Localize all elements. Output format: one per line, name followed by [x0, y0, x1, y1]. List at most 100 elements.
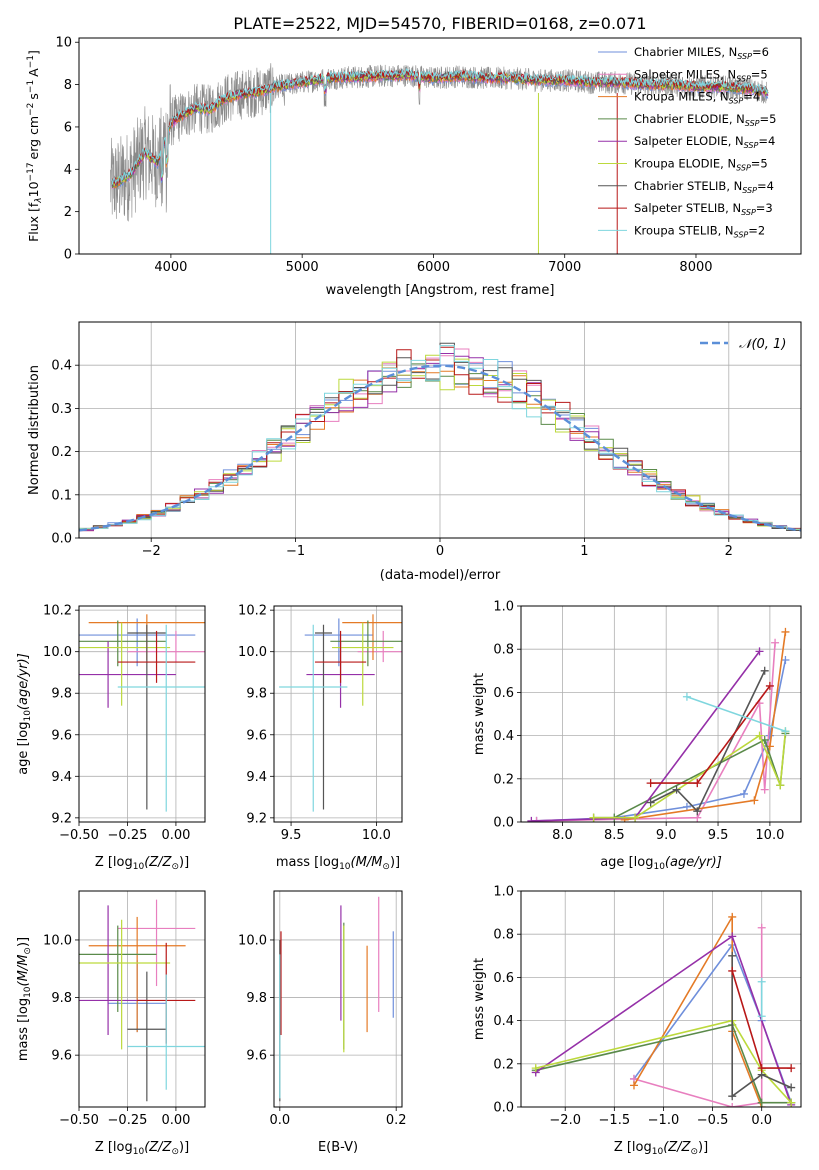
- x-tick-label: 2: [725, 544, 733, 559]
- x-tick-label: −2.0: [549, 1113, 581, 1128]
- y-axis-label: age [log10(age/yr)]: [16, 653, 33, 775]
- y-axis-label: mass weight: [472, 958, 487, 1040]
- axes-frame: [520, 605, 802, 823]
- y-tick-label: 10: [55, 36, 72, 51]
- weight-marker-kroupa_elodie: [755, 731, 764, 740]
- weight-marker-salpeter_miles: [728, 1103, 737, 1107]
- label-part: =2: [748, 223, 765, 237]
- label-part: SSP: [741, 208, 756, 217]
- weight-marker-chabrier_stelib: [672, 785, 681, 794]
- y-tick-label: 9.8: [246, 991, 267, 1006]
- axes-frame: [273, 890, 403, 1108]
- y-tick-label: 9.6: [51, 1049, 72, 1064]
- weight-line-chabrier_elodie: [535, 1023, 792, 1104]
- label-part: 10: [23, 710, 33, 722]
- weight-marker-kroupa_miles: [750, 796, 759, 805]
- plot-area: [527, 627, 790, 822]
- label-part: A: [26, 68, 41, 77]
- label-part: =6: [752, 45, 769, 59]
- label-part: −2: [26, 103, 36, 116]
- weight-marker-chabrier_elodie: [757, 1098, 766, 1107]
- y-tick-label: 10.0: [43, 645, 72, 660]
- label-part: (age/yr)]: [665, 855, 722, 870]
- plot-area: [79, 614, 205, 812]
- x-tick-label: 9.0: [656, 828, 677, 843]
- label-part: 10: [26, 181, 41, 197]
- x-tick-label: −0.50: [59, 828, 99, 843]
- weight-marker-kroupa_elodie: [531, 1064, 540, 1073]
- y-axis-label: Flux [fλ10−17erg cm−2s−1A−1]: [26, 50, 44, 242]
- x-tick-label: 1: [580, 544, 588, 559]
- label-part: Kroupa MILES, N: [634, 90, 729, 104]
- panel-age_vs_mass: 9.5 10.0 9.2 9.4 9.6 9.8 10.0 10.2 mass [log10(M…: [238, 604, 403, 872]
- label-part: 10: [653, 862, 665, 872]
- x-tick-label: 8.0: [552, 828, 573, 843]
- y-tick-label: 10.0: [238, 645, 267, 660]
- y-tick-label: 0.8: [493, 643, 514, 658]
- legend-label: Kroupa STELIB, NSSP=2: [634, 223, 765, 239]
- weight-marker-kroupa_elodie: [589, 813, 598, 822]
- y-tick-label: 0.0: [493, 1101, 514, 1116]
- x-tick-label: 0.0: [751, 1113, 772, 1128]
- label-part: 10: [133, 1147, 145, 1157]
- label-part: SSP: [742, 186, 757, 195]
- model-spectrum-chabrier_miles: [111, 73, 769, 190]
- label-part: ⊙: [171, 1147, 179, 1157]
- y-tick-label: 9.4: [246, 770, 267, 785]
- y-tick-label: 0.6: [493, 971, 514, 986]
- y-axis-label: mass weight: [472, 673, 487, 755]
- x-axis-label: (data-model)/error: [380, 568, 501, 583]
- label-part: (M/M: [16, 955, 31, 987]
- weight-marker-kroupa_stelib: [682, 692, 691, 701]
- x-tick-label: −0.50: [59, 1113, 99, 1128]
- y-tick-label: 9.4: [51, 770, 72, 785]
- label-part: E(B-V): [318, 1140, 358, 1155]
- legend-label: Chabrier STELIB, NSSP=4: [634, 179, 774, 195]
- gaussian-reference-curve: [79, 364, 801, 532]
- axes-frame: [78, 890, 206, 1108]
- weight-marker-salpeter_stelib: [693, 779, 702, 788]
- y-tick-label: 0.4: [493, 1014, 514, 1029]
- y-tick-label: 2: [64, 205, 72, 220]
- label-part: Salpeter STELIB, N: [634, 201, 741, 215]
- label-part: erg cm: [26, 116, 41, 160]
- y-tick-label: 0.1: [51, 488, 72, 503]
- legend-label-gaussian: 𝒩(0, 1): [739, 337, 786, 352]
- x-tick-label: −1.5: [599, 1113, 631, 1128]
- plot-area: [79, 342, 801, 533]
- panel-weight_vs_z: −2.0 −1.5 −1.0 −0.5 0.0 0.0 0.2 0.4 0.6 0.8 1.0 Z […: [472, 885, 802, 1157]
- legend-label: Kroupa ELODIE, NSSP=5: [634, 157, 768, 173]
- weight-line-chabrier_stelib: [650, 670, 766, 813]
- y-tick-label: 0: [64, 248, 72, 263]
- x-axis-label: Z [log10(Z/Z⊙)]: [95, 855, 189, 872]
- label-part: −17: [26, 162, 36, 181]
- y-tick-label: 0.2: [493, 772, 514, 787]
- label-part: age [log: [16, 722, 31, 775]
- label-part: ]: [26, 50, 41, 55]
- weight-marker-chabrier_miles: [739, 789, 748, 798]
- label-part: Chabrier STELIB, N: [634, 179, 742, 193]
- axes-frame: [520, 890, 802, 1108]
- x-tick-label: 6000: [417, 260, 450, 275]
- label-part: mass [log: [16, 998, 31, 1061]
- label-part: SSP: [729, 97, 744, 106]
- label-part: Z [log: [95, 1140, 133, 1155]
- label-part: ⊙: [382, 862, 390, 872]
- label-part: s: [26, 93, 41, 100]
- label-part: Kroupa ELODIE, N: [634, 157, 736, 171]
- weight-marker-kroupa_stelib: [757, 977, 766, 986]
- legend-label: Chabrier ELODIE, NSSP=5: [634, 112, 776, 128]
- weight-marker-salpeter_elodie: [755, 647, 764, 656]
- label-part: SSP: [737, 52, 752, 61]
- x-axis-label: age [log10(age/yr)]: [600, 855, 722, 872]
- x-tick-label: 8000: [679, 260, 712, 275]
- x-tick-label: 0.0: [269, 1113, 290, 1128]
- label-part: 10: [23, 986, 33, 998]
- label-part: =5: [751, 67, 768, 81]
- axes-frame: [273, 605, 403, 823]
- weight-marker-chabrier_stelib: [646, 798, 655, 807]
- x-axis-label: wavelength [Angstrom, rest frame]: [326, 283, 555, 298]
- weight-marker-chabrier_miles: [765, 731, 774, 740]
- weight-marker-salpeter_stelib: [646, 779, 655, 788]
